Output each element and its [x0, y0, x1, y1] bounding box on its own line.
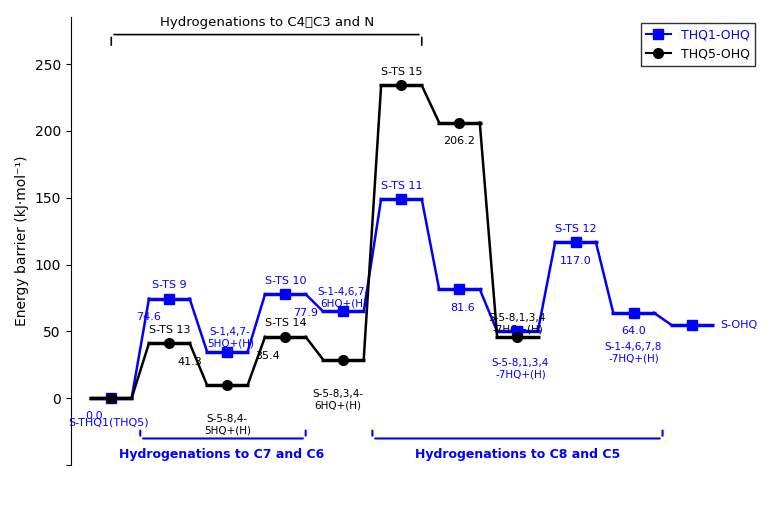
Text: S-5-8,1,3,4
-7HQ+(H): S-5-8,1,3,4 -7HQ+(H) — [489, 313, 546, 334]
Text: 117.0: 117.0 — [559, 256, 591, 266]
Text: 74.6: 74.6 — [137, 312, 161, 322]
Text: S-1,4,7-
5HQ+(H): S-1,4,7- 5HQ+(H) — [207, 327, 254, 349]
Text: S-TS 14: S-TS 14 — [265, 318, 307, 328]
Text: S-TS 15: S-TS 15 — [380, 67, 422, 77]
Text: 77.9: 77.9 — [293, 308, 318, 318]
Text: Hydrogenations to C8 and C5: Hydrogenations to C8 and C5 — [415, 448, 620, 461]
Text: 35.4: 35.4 — [256, 351, 280, 361]
Text: S-OHQ: S-OHQ — [720, 320, 758, 330]
Text: S-5-8,4-
5HQ+(H): S-5-8,4- 5HQ+(H) — [204, 414, 251, 436]
Text: S-TS 9: S-TS 9 — [152, 280, 187, 290]
Text: 0.0: 0.0 — [85, 411, 103, 421]
Text: S-1-4,6,7,8
-7HQ+(H): S-1-4,6,7,8 -7HQ+(H) — [605, 342, 662, 364]
Text: 81.6: 81.6 — [450, 303, 475, 313]
Legend: THQ1-OHQ, THQ5-OHQ: THQ1-OHQ, THQ5-OHQ — [641, 23, 755, 66]
Y-axis label: Energy barrier (kJ·mol⁻¹): Energy barrier (kJ·mol⁻¹) — [15, 156, 29, 326]
Text: S-5-8,3,4-
6HQ+(H): S-5-8,3,4- 6HQ+(H) — [312, 389, 363, 410]
Text: 206.2: 206.2 — [443, 136, 475, 146]
Text: S-5-8,1,3,4
-7HQ+(H): S-5-8,1,3,4 -7HQ+(H) — [492, 358, 549, 379]
Text: S-TS 10: S-TS 10 — [265, 276, 306, 286]
Text: Hydrogenations to C4，C3 and N: Hydrogenations to C4，C3 and N — [159, 16, 374, 29]
Text: S-THQ1(THQ5): S-THQ1(THQ5) — [68, 418, 149, 428]
Text: S-TS 11: S-TS 11 — [380, 181, 422, 191]
Text: 41.3: 41.3 — [177, 357, 202, 367]
Text: S-TS 13: S-TS 13 — [149, 325, 190, 335]
Text: S-TS 12: S-TS 12 — [555, 223, 596, 233]
Text: 64.0: 64.0 — [621, 326, 646, 337]
Text: S-1-4,6,7-
6HQ+(H): S-1-4,6,7- 6HQ+(H) — [318, 287, 369, 309]
Text: Hydrogenations to C7 and C6: Hydrogenations to C7 and C6 — [119, 448, 324, 461]
